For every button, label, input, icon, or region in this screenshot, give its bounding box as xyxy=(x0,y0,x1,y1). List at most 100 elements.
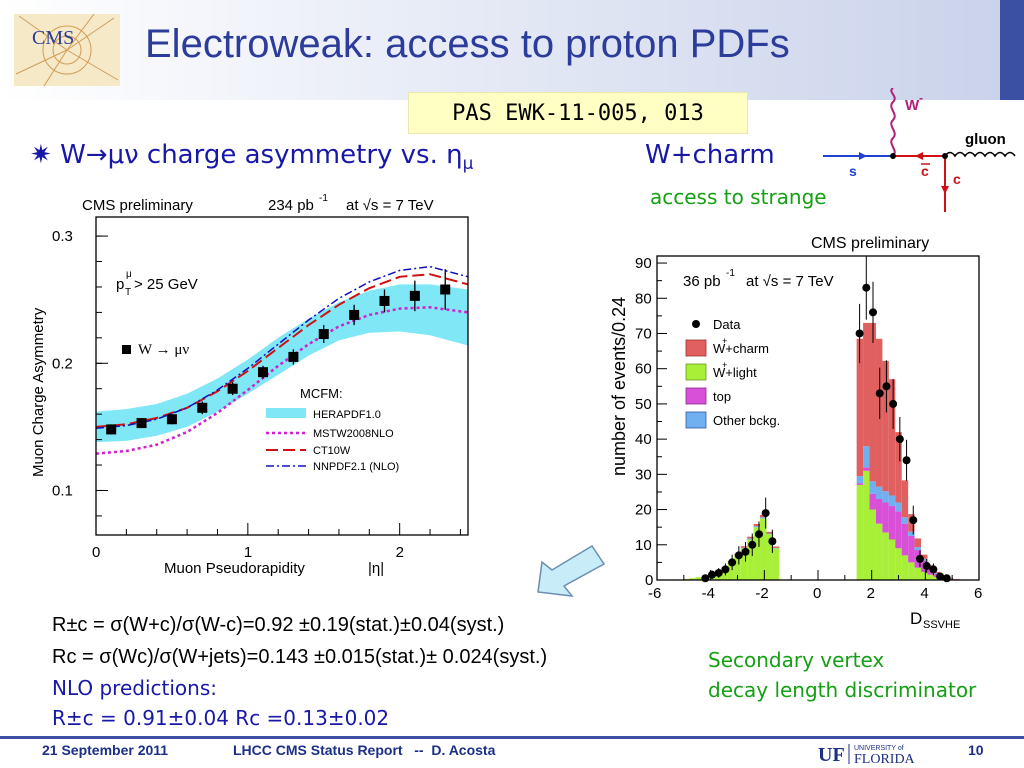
stack-bar-wlight xyxy=(740,548,748,580)
uf-logo-name: FLORIDA xyxy=(854,752,916,766)
y-tick-label: 50 xyxy=(635,396,652,413)
stack-bar-wlight xyxy=(734,555,741,580)
data-point xyxy=(895,435,904,444)
stack-bar-wcharm xyxy=(901,480,909,518)
stack-bar-wlight xyxy=(695,577,703,580)
data-point xyxy=(409,290,420,301)
stack-bar-top xyxy=(908,535,915,563)
right-legend-wcharm: W+charm xyxy=(713,341,769,356)
x-tick-label: -4 xyxy=(702,585,715,602)
left-legend-data-label: W → μν xyxy=(138,342,189,358)
series-line-1 xyxy=(95,306,469,455)
stack-bar-top xyxy=(895,511,902,549)
right-plot-lumi: 36 pb xyxy=(683,273,721,290)
footer-page-number: 10 xyxy=(968,742,984,758)
data-point xyxy=(875,389,884,398)
cms-logo: CMS xyxy=(14,14,120,86)
data-point xyxy=(734,551,743,560)
data-point xyxy=(714,568,723,577)
cms-logo-text: CMS xyxy=(32,27,74,49)
feyn-s-label: s xyxy=(849,163,857,179)
right-legend-wlight-sup: + xyxy=(722,360,727,370)
discriminator-caption-line1: Secondary vertex xyxy=(708,648,885,672)
bullet-text-w: W xyxy=(60,140,86,170)
left-plot-cut-sup: μ xyxy=(126,269,132,280)
bullet-subscript: μ xyxy=(462,153,474,174)
data-point xyxy=(754,530,763,539)
stack-bar-otherbckg xyxy=(856,476,864,484)
x-tick-label: -6 xyxy=(648,585,661,602)
stack-bar-wlight xyxy=(914,567,922,580)
stack-bar-wcharm xyxy=(921,554,928,559)
y-tick-label: 0 xyxy=(645,572,653,589)
left-plot-cut-label: p xyxy=(116,276,124,293)
y-tick-label: 70 xyxy=(635,325,652,342)
feyn-cbar-label: c xyxy=(921,163,929,179)
stack-bar-wlight xyxy=(927,574,934,580)
data-point xyxy=(288,351,299,362)
feyn-gluon-label: gluon xyxy=(965,131,1006,148)
left-legend-ct10: CT10W xyxy=(313,445,351,457)
stack-bar-wlight xyxy=(863,470,870,580)
stack-bar-otherbckg xyxy=(869,481,876,494)
series-line-3 xyxy=(95,265,469,429)
header-accent-bar xyxy=(1000,0,1024,100)
stack-bar-otherbckg xyxy=(921,558,928,561)
uf-logo-small: UNIVERSITY of xyxy=(854,745,904,752)
left-legend-herapdf-swatch xyxy=(266,408,306,418)
data-point xyxy=(855,329,864,338)
data-point xyxy=(708,570,717,579)
data-point xyxy=(748,540,757,549)
right-legend-other-swatch xyxy=(685,411,707,429)
stack-bar-top xyxy=(882,502,889,533)
left-legend-header: MCFM: xyxy=(300,386,343,401)
bullet-heading: ✷ W→μν charge asymmetry vs. ημ xyxy=(30,140,473,173)
stack-bar-top xyxy=(856,483,864,485)
bullet-star-icon: ✷ xyxy=(30,140,52,170)
right-legend-wlight-swatch xyxy=(685,363,707,381)
data-point xyxy=(106,424,117,435)
feynman-diagram: W - gluon s c c xyxy=(823,88,1016,212)
x-tick-label: 1 xyxy=(244,544,252,561)
right-legend-top: top xyxy=(713,389,731,404)
stack-bar-wcharm xyxy=(927,565,934,568)
y-tick-label: 0.2 xyxy=(52,355,73,372)
data-point xyxy=(862,283,871,292)
stack-bar-wcharm xyxy=(753,524,761,527)
stack-bar-otherbckg xyxy=(933,572,941,574)
stack-bar-wlight xyxy=(856,484,864,580)
x-tick-label: 0 xyxy=(92,544,100,561)
data-point xyxy=(929,565,938,574)
right-legend-other: Other bckg. xyxy=(713,413,780,428)
stack-bar-otherbckg xyxy=(740,547,748,549)
stack-bar-wcharm xyxy=(747,536,754,539)
stack-bar-wlight xyxy=(882,532,889,580)
data-point xyxy=(318,329,329,340)
ratio-rpm-equation: R±c = σ(W+c)/σ(W-c)=0.92 ±0.19(stat.)±0.… xyxy=(52,614,505,636)
left-legend-herapdf: HERAPDF1.0 xyxy=(313,409,381,421)
right-plot-lumi-sup: -1 xyxy=(726,268,735,279)
left-plot-energy: at √s = 7 TeV xyxy=(346,197,434,214)
data-point xyxy=(721,565,730,574)
uf-logo-mark: UF xyxy=(818,744,845,766)
y-tick-label: 40 xyxy=(635,431,652,448)
y-tick-label: 20 xyxy=(635,502,652,519)
data-point xyxy=(936,572,945,581)
x-tick-label: -2 xyxy=(755,585,768,602)
stack-bar-wlight xyxy=(875,523,883,580)
data-point xyxy=(922,561,931,570)
stack-bar-otherbckg xyxy=(747,538,754,540)
arrow-icon: → xyxy=(85,140,108,170)
stack-bar-otherbckg xyxy=(888,495,896,507)
slide-title: Electroweak: access to proton PDFs xyxy=(145,22,790,66)
dssvhe-histogram: CMS preliminary 36 pb -1 at √s = 7 TeV D… xyxy=(609,235,982,631)
stack-bar-otherbckg xyxy=(882,491,889,503)
uf-logo: UF UNIVERSITY of FLORIDA xyxy=(818,744,916,766)
stack-bar-wlight xyxy=(747,539,754,580)
x-tick-label: 4 xyxy=(920,585,928,602)
left-plot-title: CMS preliminary xyxy=(82,197,193,214)
y-tick-label: 0.3 xyxy=(52,228,73,245)
left-plot-cut-sub: T xyxy=(125,287,131,298)
left-plot-cut-value: > 25 GeV xyxy=(134,276,198,293)
x-tick-label: 0 xyxy=(813,585,821,602)
